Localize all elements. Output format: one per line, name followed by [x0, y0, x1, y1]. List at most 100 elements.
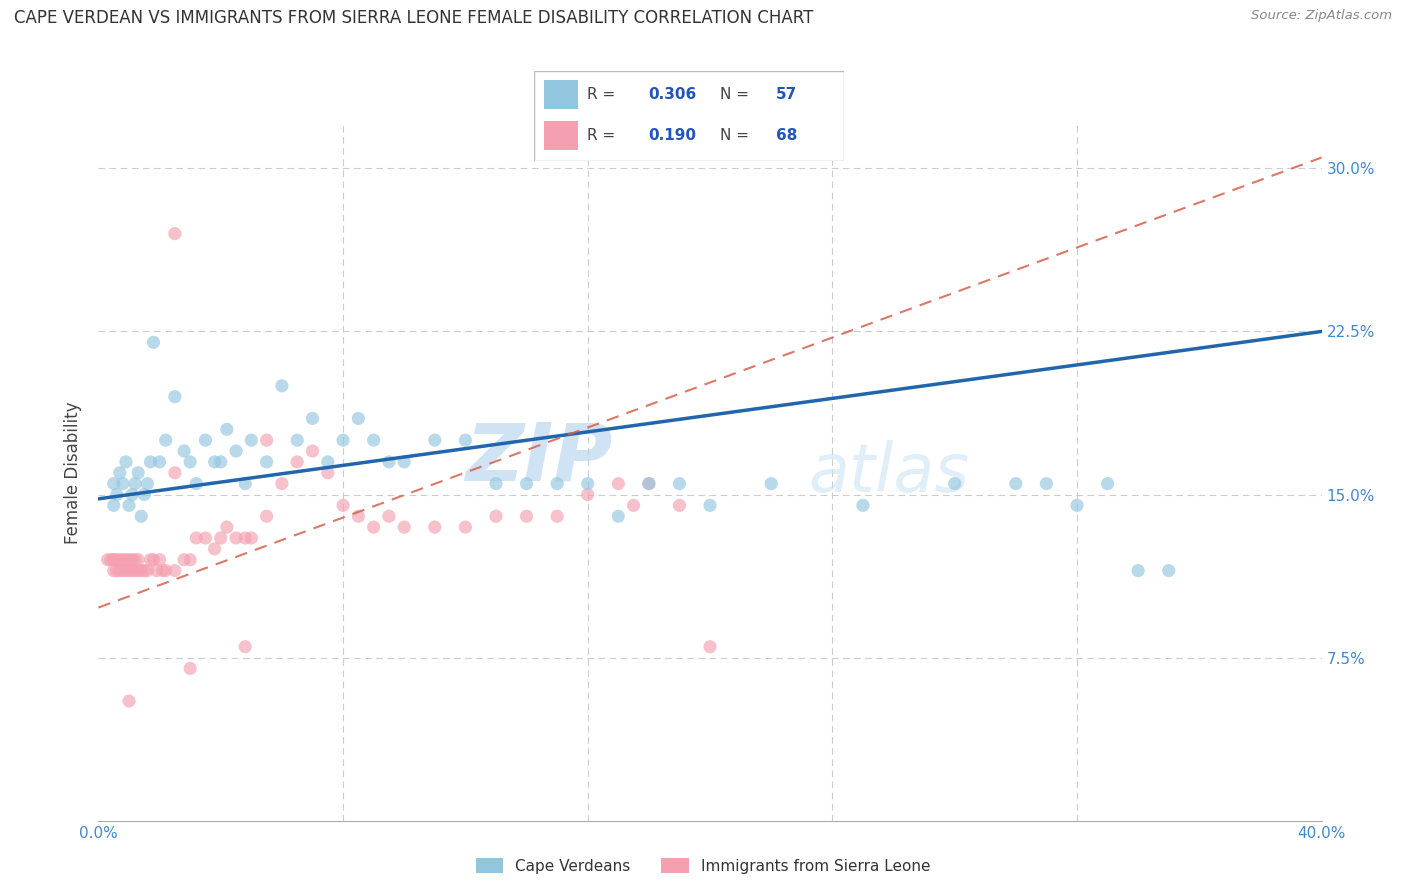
Point — [111, 564, 134, 578]
Text: ZIP: ZIP — [465, 420, 612, 498]
Point — [285, 433, 308, 447]
Point — [118, 552, 141, 567]
Point — [149, 552, 172, 567]
Point — [204, 541, 226, 556]
Point — [152, 564, 174, 578]
Point — [103, 552, 125, 567]
Point — [118, 499, 141, 513]
Point — [1004, 476, 1026, 491]
Point — [423, 433, 446, 447]
Point — [179, 455, 201, 469]
Text: CAPE VERDEAN VS IMMIGRANTS FROM SIERRA LEONE FEMALE DISABILITY CORRELATION CHART: CAPE VERDEAN VS IMMIGRANTS FROM SIERRA L… — [14, 9, 814, 27]
Point — [105, 564, 128, 578]
Point — [124, 476, 146, 491]
Point — [759, 476, 782, 491]
Point — [204, 455, 226, 469]
Point — [516, 509, 538, 524]
Point — [173, 552, 195, 567]
Point — [111, 552, 134, 567]
Point — [129, 564, 152, 578]
Point — [115, 552, 138, 567]
Point — [149, 455, 172, 469]
Point — [332, 499, 354, 513]
Point — [301, 444, 323, 458]
Point — [256, 433, 278, 447]
Point — [316, 455, 339, 469]
Point — [209, 455, 232, 469]
Point — [134, 487, 156, 501]
Point — [637, 476, 661, 491]
Point — [668, 476, 690, 491]
Text: R =: R = — [586, 128, 620, 143]
Point — [240, 433, 263, 447]
Point — [454, 433, 477, 447]
Point — [423, 520, 446, 534]
Point — [1157, 564, 1180, 578]
Point — [100, 552, 122, 567]
Point — [105, 487, 128, 501]
Point — [179, 661, 201, 675]
Point — [139, 552, 162, 567]
Text: R =: R = — [586, 87, 620, 102]
Point — [108, 564, 131, 578]
Point — [485, 476, 508, 491]
Point — [103, 564, 125, 578]
Point — [485, 509, 508, 524]
Point — [256, 455, 278, 469]
Legend: Cape Verdeans, Immigrants from Sierra Leone: Cape Verdeans, Immigrants from Sierra Le… — [470, 852, 936, 880]
Text: 0.306: 0.306 — [648, 87, 697, 102]
Point — [392, 520, 416, 534]
Point — [347, 509, 370, 524]
Point — [136, 476, 159, 491]
Point — [121, 564, 143, 578]
Point — [1035, 476, 1057, 491]
Point — [215, 422, 238, 436]
Point — [136, 564, 159, 578]
Point — [163, 466, 186, 480]
Point — [1066, 499, 1088, 513]
Point — [1128, 564, 1150, 578]
Point — [155, 564, 177, 578]
Point — [108, 466, 131, 480]
Point — [623, 499, 645, 513]
Point — [516, 476, 538, 491]
Point — [347, 411, 370, 425]
Point — [363, 520, 385, 534]
Point — [233, 531, 256, 545]
Point — [163, 227, 186, 241]
Point — [124, 552, 146, 567]
Point — [378, 509, 401, 524]
Point — [173, 444, 195, 458]
Point — [668, 499, 690, 513]
Point — [118, 564, 141, 578]
Point — [139, 455, 162, 469]
Point — [142, 335, 165, 350]
Point — [270, 378, 292, 392]
Point — [103, 476, 125, 491]
Point — [124, 564, 146, 578]
Point — [852, 499, 875, 513]
Point — [215, 520, 238, 534]
Point — [129, 509, 152, 524]
Point — [256, 509, 278, 524]
Point — [576, 476, 599, 491]
Text: atlas: atlas — [808, 440, 969, 506]
Bar — [544, 80, 578, 109]
Point — [699, 499, 721, 513]
Point — [115, 564, 138, 578]
Point — [103, 499, 125, 513]
Point — [378, 455, 401, 469]
Point — [121, 552, 143, 567]
Point — [607, 476, 630, 491]
Point — [943, 476, 966, 491]
Point — [637, 476, 661, 491]
Point — [209, 531, 232, 545]
Text: N =: N = — [720, 128, 754, 143]
Point — [301, 411, 323, 425]
Point — [186, 531, 208, 545]
Point — [134, 564, 156, 578]
Point — [363, 433, 385, 447]
Point — [316, 466, 339, 480]
Point — [1097, 476, 1119, 491]
Point — [186, 476, 208, 491]
